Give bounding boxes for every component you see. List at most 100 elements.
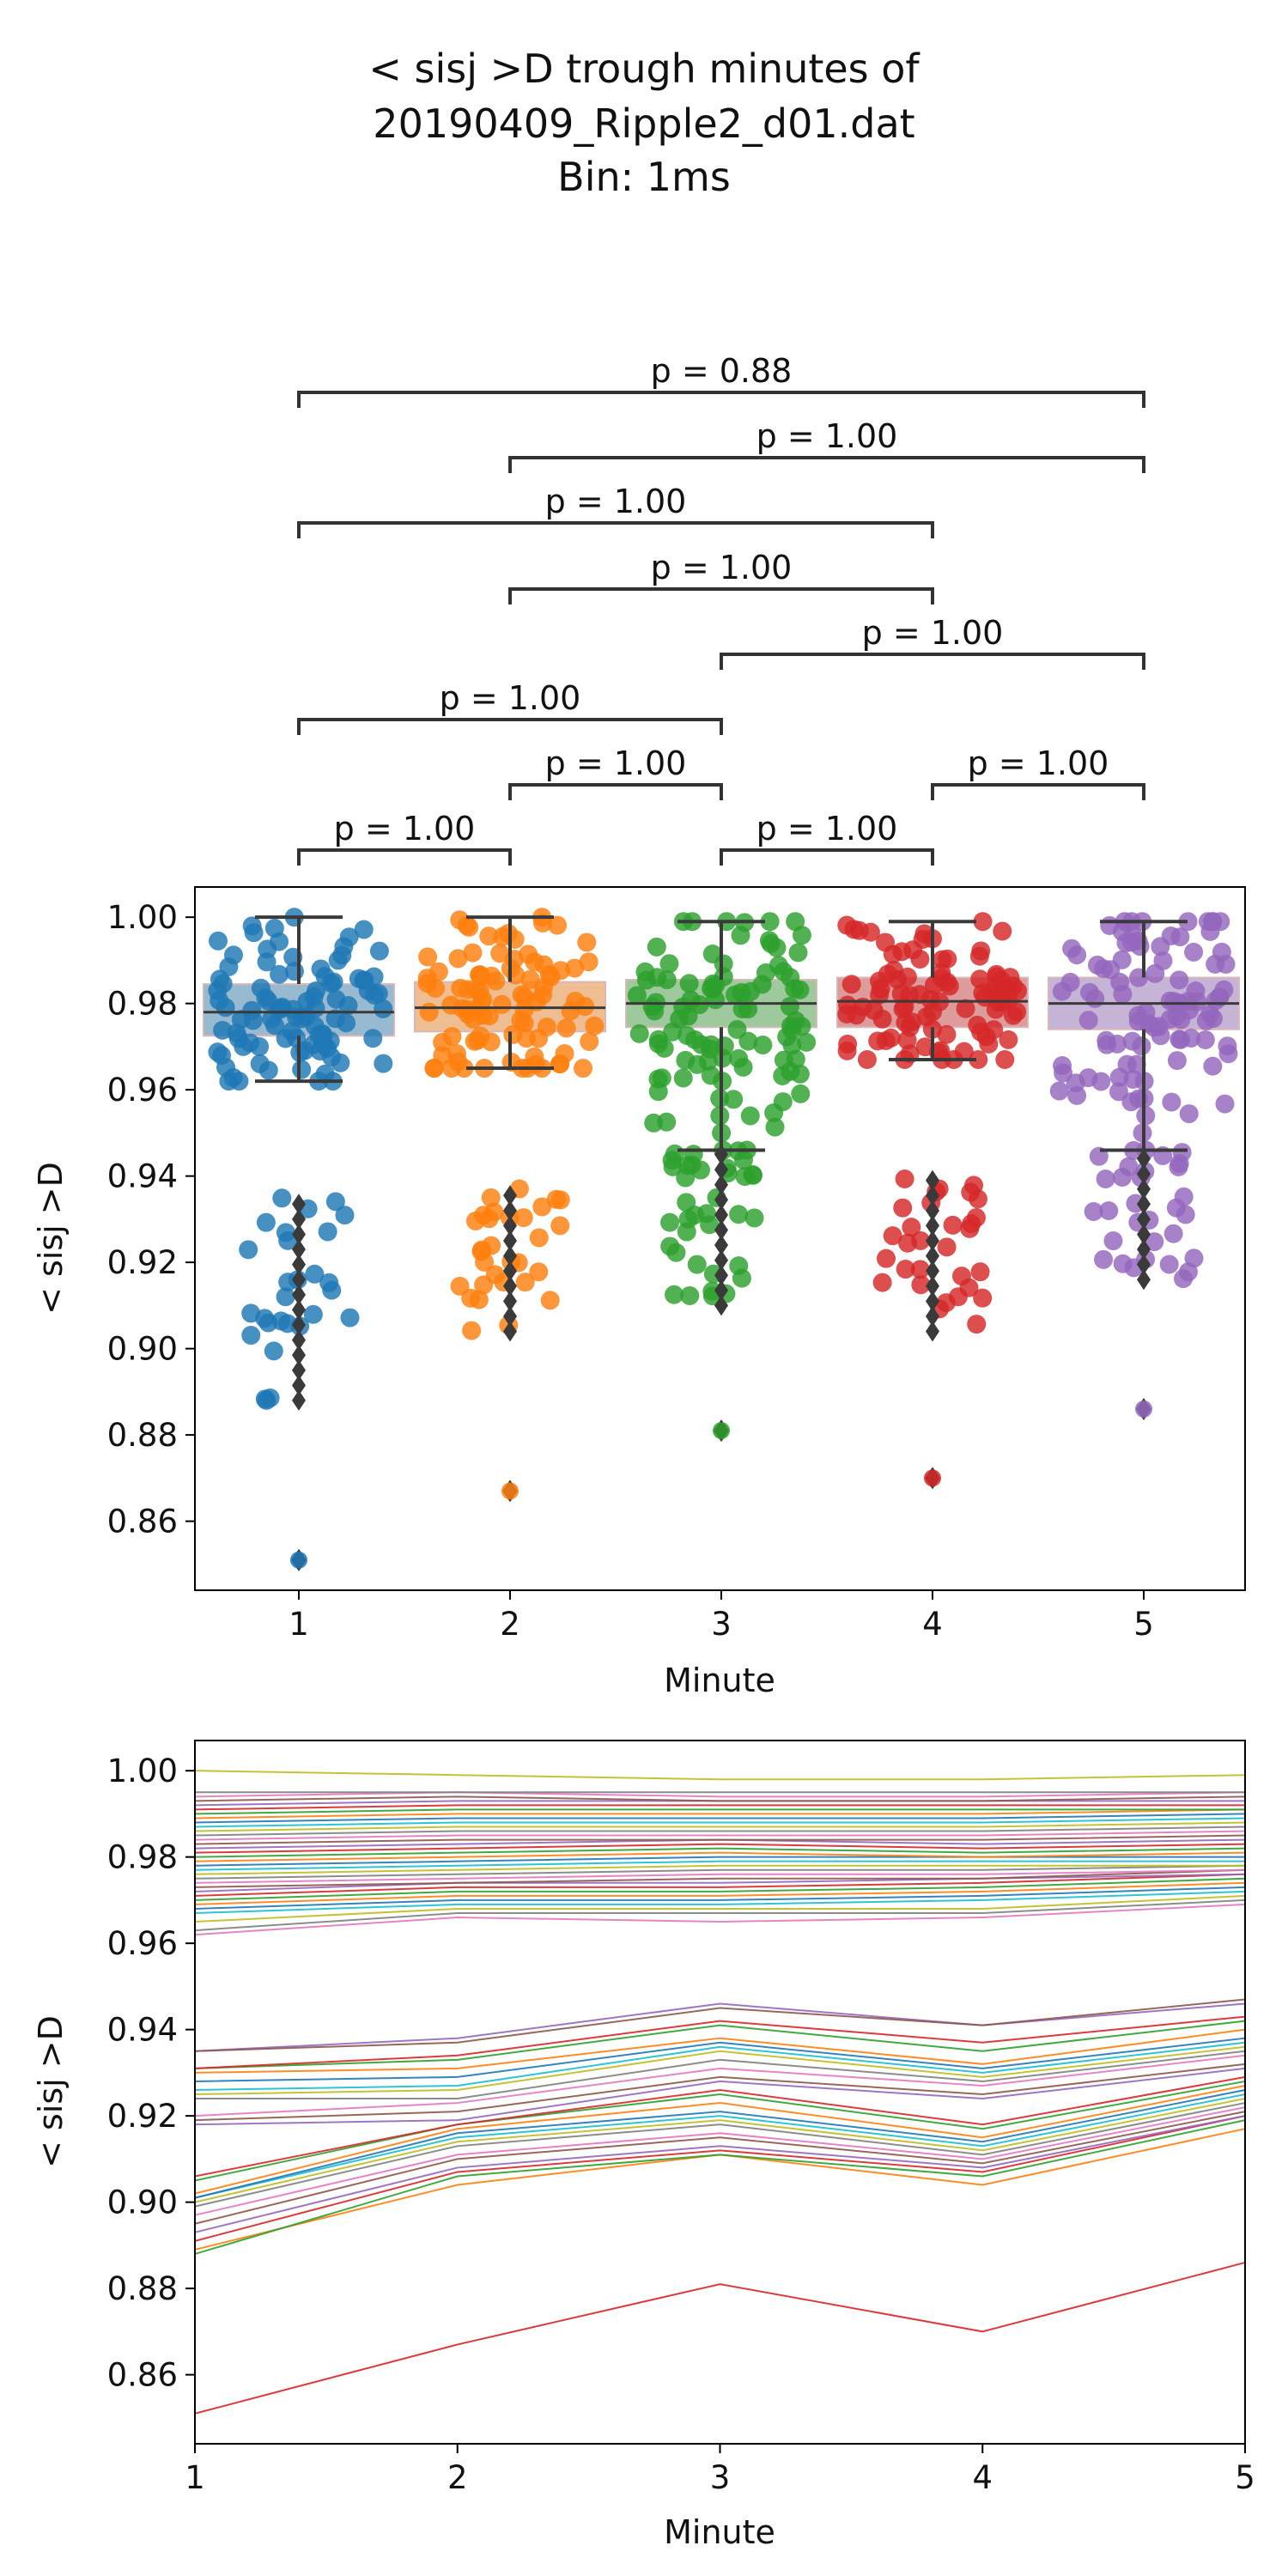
swarm-point: [738, 1031, 758, 1051]
top-y-tick-label: 0.90: [107, 1331, 178, 1368]
swarm-point: [448, 949, 468, 969]
bottom-x-tick-label: 2: [447, 2459, 468, 2496]
outlier-diamond: [292, 1284, 306, 1305]
bracket-line: [508, 783, 723, 800]
series-line-s5: [194, 2115, 1246, 2233]
outlier-point: [872, 1273, 892, 1292]
p-value-label: p = 1.00: [334, 810, 476, 848]
series-line-s40: [194, 1860, 1245, 1871]
bottom-y-tick-label: 0.94: [107, 2012, 178, 2049]
series-line-s21: [194, 2037, 1246, 2082]
swarm-point: [1184, 942, 1204, 962]
significance-bracket-2-4: p = 1.00: [508, 549, 934, 605]
outlier-diamond: [1137, 1163, 1151, 1185]
swarm-point: [240, 1033, 260, 1053]
series-line-s27: [194, 1903, 1246, 1936]
swarm-point: [1122, 1031, 1142, 1051]
outlier-diamond: [292, 1375, 306, 1396]
series-line-s47: [194, 1830, 1246, 1841]
top-plot-frame: [194, 886, 1246, 1591]
outlier-point: [700, 1215, 720, 1235]
swarm-point: [1136, 1003, 1156, 1023]
swarm-point: [725, 985, 744, 1005]
outlier-diamond: [926, 1215, 939, 1236]
swarm-point: [903, 940, 923, 960]
bottom-y-tick-label: 0.86: [107, 2357, 178, 2394]
swarm-point: [448, 1052, 468, 1072]
outlier-point: [951, 1267, 971, 1286]
bottom-y-tick-label: 0.96: [107, 1925, 178, 1962]
swarm-point: [1182, 1029, 1201, 1048]
series-line-s12: [194, 2084, 1246, 2195]
p-value-label: p = 1.00: [968, 744, 1109, 782]
bracket-line: [508, 456, 1145, 473]
top-y-tick-label: 0.96: [107, 1072, 178, 1109]
swarm-point: [463, 943, 483, 963]
swarm-point: [897, 1030, 917, 1050]
swarm-point: [910, 985, 930, 1005]
swarm-point: [968, 1015, 987, 1035]
series-line-s54: [194, 1804, 1245, 1811]
swarm-point: [657, 1112, 677, 1132]
outlier-point: [515, 1273, 535, 1292]
series-line-s16: [194, 2063, 1246, 2122]
outlier-point: [1163, 1224, 1183, 1243]
swarm-point: [786, 912, 805, 932]
top-y-tick-label: 0.86: [107, 1504, 178, 1540]
outlier-diamond: [292, 1359, 306, 1381]
swarm-point: [209, 931, 228, 951]
swarm-point: [769, 956, 788, 975]
bottom-y-tick-label: 1.00: [107, 1753, 178, 1789]
bottom-x-tick-label: 3: [710, 2459, 731, 2496]
swarm-point: [999, 1030, 1018, 1049]
swarm-point: [223, 1067, 243, 1087]
series-line-s31: [194, 1886, 1246, 1910]
series-line-s44: [194, 1843, 1246, 1854]
swarm-point: [492, 994, 512, 1014]
bracket-line: [297, 521, 934, 538]
outlier-point: [474, 1275, 494, 1295]
outlier-point: [241, 1326, 261, 1346]
series-line-s56: [194, 1795, 1246, 1802]
bottom-y-tick-label: 0.90: [107, 2184, 178, 2221]
swarm-point: [264, 919, 284, 939]
outlier-point: [1099, 1201, 1119, 1221]
series-line-s25: [194, 2002, 1246, 2052]
top-y-tick-label: 0.88: [107, 1417, 178, 1454]
p-value-label: p = 1.00: [651, 549, 793, 586]
swarm-point: [369, 941, 389, 961]
p-value-label: p = 1.00: [756, 417, 898, 455]
outlier-point: [540, 1291, 560, 1310]
outlier-point: [677, 1156, 697, 1176]
swarm-point: [993, 921, 1012, 941]
outlier-diamond: [926, 1291, 939, 1312]
significance-bracket-2-5: p = 1.00: [508, 417, 1145, 473]
outlier-point: [278, 1273, 298, 1292]
significance-bracket-3-4: p = 1.00: [720, 810, 934, 866]
top-x-axis: 1 2 3 4 5: [289, 1590, 1154, 1643]
series-line-s18: [195, 2050, 1246, 2100]
swarm-point: [565, 958, 585, 978]
significance-bracket-3-5: p = 1.00: [720, 614, 1145, 670]
top-y-tick-label: 0.94: [107, 1158, 178, 1195]
swarm-point: [1066, 1073, 1085, 1093]
outlier-diamond: [926, 1170, 939, 1191]
outlier-point: [943, 1215, 963, 1235]
swarm-point: [663, 1022, 683, 1042]
line-panel: 1.00 0.98 0.96 0.94 0.92 0.90 0.88 0.86 1 2 3 4 5 M…: [32, 1740, 1255, 2551]
title-line-3: Bin: 1ms: [557, 154, 731, 200]
bracket-line: [297, 391, 1145, 408]
swarm-point: [774, 1050, 793, 1070]
swarm-point: [673, 1068, 693, 1088]
swarm-point: [797, 1032, 817, 1052]
swarm-point: [1170, 927, 1190, 947]
series-line-s34: [194, 1873, 1246, 1897]
swarm-point: [841, 975, 861, 994]
swarm-point: [1109, 1067, 1129, 1087]
outlier-point: [325, 1192, 345, 1212]
outlier-point: [966, 1208, 986, 1228]
swarm-point: [292, 1009, 312, 1029]
swarm-point: [791, 1084, 811, 1103]
outlier-point: [970, 1262, 990, 1282]
bottom-x-tick-label: 5: [1235, 2459, 1255, 2496]
